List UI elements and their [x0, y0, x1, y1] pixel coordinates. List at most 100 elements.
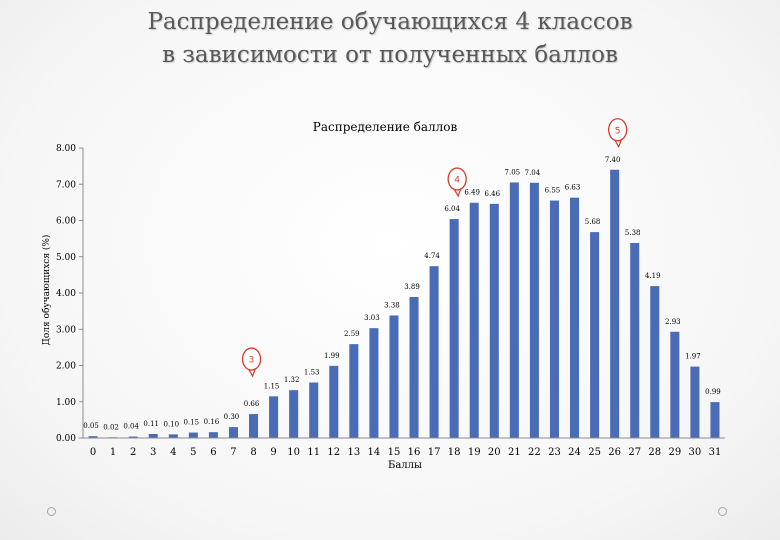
y-tick-label: 1.00 [56, 398, 76, 408]
annotation-label: 3 [249, 356, 255, 366]
bar [168, 434, 178, 438]
bar [269, 396, 279, 438]
x-axis: 0 1 2 3 4 5 6 7 8 9 10 11 12 13 14 15 16 17 18 19 20 21 22 23 24… [83, 437, 725, 458]
data-label: 7.05 [505, 168, 521, 176]
annotation-label: 5 [615, 126, 621, 136]
data-label: 1.32 [284, 376, 300, 384]
annotation-marker [608, 118, 628, 142]
data-label: 4.19 [645, 272, 661, 280]
x-tick-label: 18 [448, 447, 461, 458]
x-tick-label: 14 [368, 447, 381, 458]
x-tick-label: 30 [689, 447, 702, 458]
annotation-pointer [614, 138, 623, 149]
y-tick-label: 5.00 [56, 253, 76, 263]
x-tick-label: 1 [110, 447, 116, 458]
x-tick-label: 3 [150, 447, 156, 458]
x-tick-label: 26 [608, 447, 621, 458]
x-tick-label: 22 [528, 447, 541, 458]
x-tick-label: 19 [468, 447, 481, 458]
annotations: 3 4 5 [241, 118, 628, 378]
corner-dot-right [718, 507, 727, 516]
x-tick-label: 13 [347, 447, 360, 458]
bar [309, 382, 319, 438]
bar [389, 315, 399, 438]
bar [188, 432, 198, 438]
x-axis-title: Баллы [388, 460, 422, 471]
data-label: 1.97 [685, 353, 701, 361]
data-label: 6.63 [565, 184, 581, 192]
data-label: 0.15 [184, 419, 200, 427]
data-label: 2.59 [344, 330, 360, 338]
x-tick-label: 29 [668, 447, 681, 458]
bar [429, 266, 439, 438]
bar [228, 427, 238, 438]
data-label: 4.74 [424, 252, 440, 260]
data-label: 0.04 [123, 423, 139, 431]
data-label: 6.55 [545, 187, 561, 195]
x-tick-label: 31 [709, 447, 722, 458]
data-label: 0.11 [143, 420, 159, 428]
x-tick-label: 12 [327, 447, 340, 458]
data-label: 3.38 [384, 301, 400, 309]
data-label: 0.16 [204, 418, 220, 426]
bar [650, 286, 660, 438]
y-tick-label: 6.00 [56, 217, 76, 227]
bars [88, 169, 720, 439]
y-tick-label: 2.00 [56, 362, 76, 372]
data-label: 6.46 [484, 190, 500, 198]
x-tick-label: 20 [488, 447, 501, 458]
bar [710, 402, 720, 438]
x-tick-label: 15 [388, 447, 401, 458]
annotation-marker [241, 347, 262, 371]
x-tick-label: 28 [648, 447, 661, 458]
bar [249, 414, 259, 438]
x-tick-label: 21 [508, 447, 521, 458]
bar [570, 197, 580, 438]
x-tick-label: 9 [270, 447, 276, 458]
bar [590, 232, 600, 438]
x-tick-label: 2 [130, 447, 136, 458]
slide-title: Распределение обучающихся 4 классов в за… [0, 6, 780, 72]
x-tick-label: 5 [190, 447, 196, 458]
data-label: 0.05 [83, 422, 99, 430]
x-tick-label: 7 [230, 447, 236, 458]
data-label: 2.93 [665, 318, 681, 326]
bar [489, 203, 499, 438]
data-labels: 0.05 0.02 0.04 0.11 0.10 0.15 0.16 0.30 0.66 1.15… [83, 156, 721, 432]
y-tick-label: 4.00 [56, 289, 76, 299]
bar [148, 434, 158, 438]
bar [690, 366, 700, 438]
corner-dot-left [47, 507, 56, 516]
data-label: 0.10 [163, 420, 179, 428]
bar [289, 390, 299, 438]
annotation-pointer [453, 187, 462, 198]
x-tick-label: 6 [210, 447, 216, 458]
bar [208, 432, 218, 438]
slide-title-line-2: в зависимости от полученных баллов [162, 42, 618, 68]
x-tick-label: 8 [250, 447, 256, 458]
x-tick-label: 25 [588, 447, 601, 458]
slide-title-line-1: Распределение обучающихся 4 классов [147, 9, 633, 35]
bar [329, 365, 339, 438]
y-axis-title: Доля обучающихся (%) [41, 235, 52, 346]
data-label: 0.02 [103, 423, 119, 431]
x-tick-label: 16 [408, 447, 421, 458]
x-tick-label: 24 [568, 447, 581, 458]
data-label: 1.15 [264, 382, 280, 390]
bar [469, 202, 479, 438]
x-tick-label: 10 [287, 447, 300, 458]
data-label: 7.04 [525, 169, 541, 177]
bar [449, 219, 459, 438]
data-label: 3.89 [404, 283, 420, 291]
data-label: 6.49 [464, 189, 480, 197]
data-label: 0.66 [244, 400, 260, 408]
y-axis: 0.00 1.00 2.00 3.00 4.00 5.00 6.00 7.00 8.00 [56, 144, 84, 444]
bar [349, 344, 359, 438]
bar [509, 182, 519, 438]
x-tick-label: 0 [90, 447, 96, 458]
bar [610, 169, 620, 438]
x-tick-label: 4 [170, 447, 176, 458]
x-tick-label: 11 [307, 447, 320, 458]
bar [630, 242, 640, 438]
